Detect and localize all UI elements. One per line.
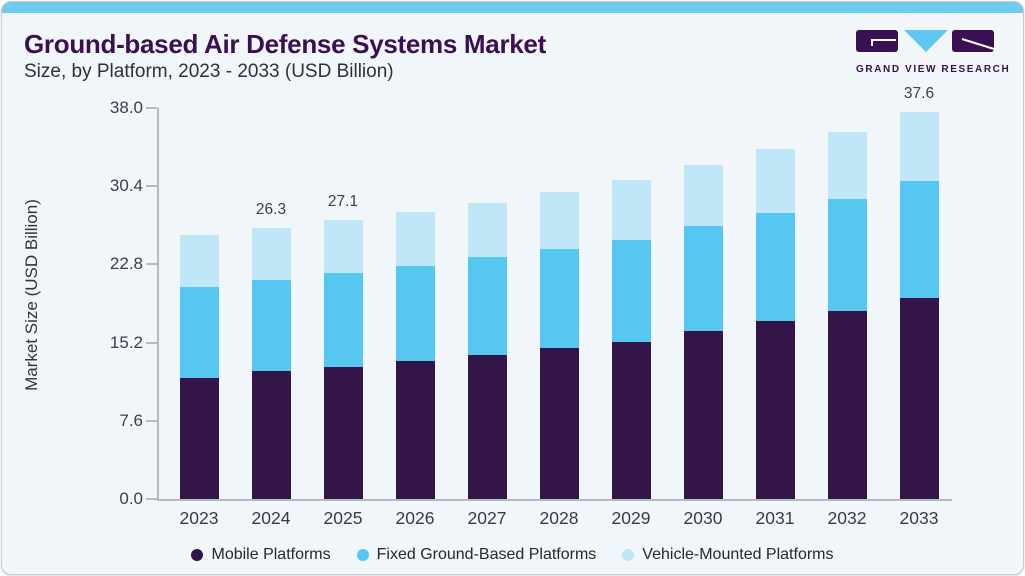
y-axis-line [157, 108, 159, 501]
bar-segment [395, 211, 435, 267]
bar-segment [755, 149, 795, 213]
y-axis-tick-label: 22.8 [109, 254, 143, 274]
bar-segment [467, 354, 507, 499]
stacked-bar-2024 [251, 228, 291, 499]
bar-segment [251, 279, 291, 372]
page-title: Ground-based Air Defense Systems Market [24, 29, 546, 59]
y-axis-tick [146, 419, 157, 422]
bar-segment [395, 361, 435, 499]
stacked-bar-2023 [179, 234, 219, 499]
y-axis-tick-label: 7.6 [119, 410, 143, 430]
bar-total-label: 26.3 [255, 201, 287, 219]
bar-segment [827, 310, 867, 499]
accent-top-strip [2, 2, 1023, 13]
y-axis-tick-label: 0.0 [119, 489, 143, 508]
bar-segment [179, 377, 219, 499]
gvr-logo-icon [856, 30, 995, 52]
bar-segment [539, 248, 579, 348]
bar-segment [683, 331, 723, 499]
stacked-bar-2033 [899, 112, 939, 499]
bar-segment [467, 257, 507, 355]
grand-view-research-logo: GRAND VIEW RESEARCH [856, 30, 1011, 75]
y-axis-tick [146, 107, 157, 109]
y-axis-tick [146, 498, 157, 500]
bar-segment [899, 298, 939, 499]
stacked-bar-2031 [755, 149, 795, 499]
x-axis-tick-label: 2027 [467, 508, 507, 528]
bar-segment [827, 198, 867, 311]
stacked-bar-2030 [683, 164, 723, 499]
bar-segment [683, 164, 723, 227]
chart-legend: Mobile Platforms Fixed Ground-Based Plat… [2, 546, 1023, 564]
bar-segment [251, 371, 291, 499]
x-axis-line [157, 499, 952, 501]
bar-segment [179, 234, 219, 288]
legend-item-mobile-platforms: Mobile Platforms [191, 546, 331, 564]
bar-segment [611, 341, 651, 499]
y-axis-tick [146, 185, 157, 188]
x-axis-tick-label: 2025 [323, 508, 363, 528]
x-axis-tick-label: 2024 [251, 508, 291, 528]
stacked-bar-2029 [611, 180, 651, 499]
x-axis-tick-label: 2026 [395, 508, 435, 528]
y-axis-tick-label: 38.0 [109, 98, 143, 117]
bar-segment [179, 287, 219, 378]
bar-total-label: 37.6 [903, 85, 935, 103]
bar-segment [899, 181, 939, 299]
y-axis-title: Market Size (USD Billion) [22, 199, 41, 391]
bar-segment [899, 112, 939, 182]
stacked-bar-2025 [323, 220, 363, 499]
legend-label: Mobile Platforms [211, 546, 331, 563]
stacked-bar-2032 [827, 131, 867, 499]
bar-segment [539, 347, 579, 499]
y-axis-tick [146, 341, 157, 344]
y-axis-tick [146, 263, 157, 266]
x-axis-tick-label: 2032 [827, 508, 867, 528]
bar-segment [611, 239, 651, 342]
bar-segment [539, 192, 579, 249]
fixed-ground-based-platforms-swatch-icon [356, 549, 369, 561]
bar-segment [395, 266, 435, 362]
bar-segment [323, 272, 363, 368]
mobile-platforms-swatch-icon [191, 549, 204, 561]
stacked-bar-2028 [539, 192, 579, 499]
x-axis-tick-label: 2028 [539, 508, 579, 528]
bar-segment [467, 202, 507, 258]
bar-segment [755, 321, 795, 499]
bar-segment [827, 131, 867, 199]
bar-total-label: 27.1 [327, 193, 359, 211]
page-subtitle: Size, by Platform, 2023 - 2033 (USD Bill… [24, 61, 394, 82]
legend-item-fixed-ground-based-platforms: Fixed Ground-Based Platforms [356, 546, 597, 564]
bar-segment [611, 180, 651, 240]
x-axis-tick-label: 2031 [755, 508, 795, 528]
plot-area: 0.0 7.6 15.2 22.8 30.4 38.0 2023 26.3 2024 27.1 20… [110, 85, 952, 528]
logo-text: GRAND VIEW RESEARCH [856, 64, 1011, 75]
y-axis-tick-label: 30.4 [109, 176, 143, 196]
y-axis-tick-label: 15.2 [109, 332, 143, 352]
x-axis-tick-label: 2029 [611, 508, 651, 528]
bar-segment [323, 220, 363, 273]
bar-segment [251, 228, 291, 280]
legend-label: Fixed Ground-Based Platforms [376, 546, 597, 563]
bar-segment [683, 226, 723, 332]
stacked-bar-2026 [395, 211, 435, 499]
legend-item-vehicle-mounted-platforms: Vehicle-Mounted Platforms [622, 546, 834, 564]
bar-segment [755, 212, 795, 321]
x-axis-tick-label: 2033 [899, 508, 939, 528]
bar-segment [323, 367, 363, 499]
stacked-bar-2027 [467, 202, 507, 499]
vehicle-mounted-platforms-swatch-icon [622, 549, 635, 561]
x-axis-tick-label: 2023 [179, 508, 219, 528]
x-axis-tick-label: 2030 [683, 508, 723, 528]
legend-label: Vehicle-Mounted Platforms [642, 546, 834, 563]
